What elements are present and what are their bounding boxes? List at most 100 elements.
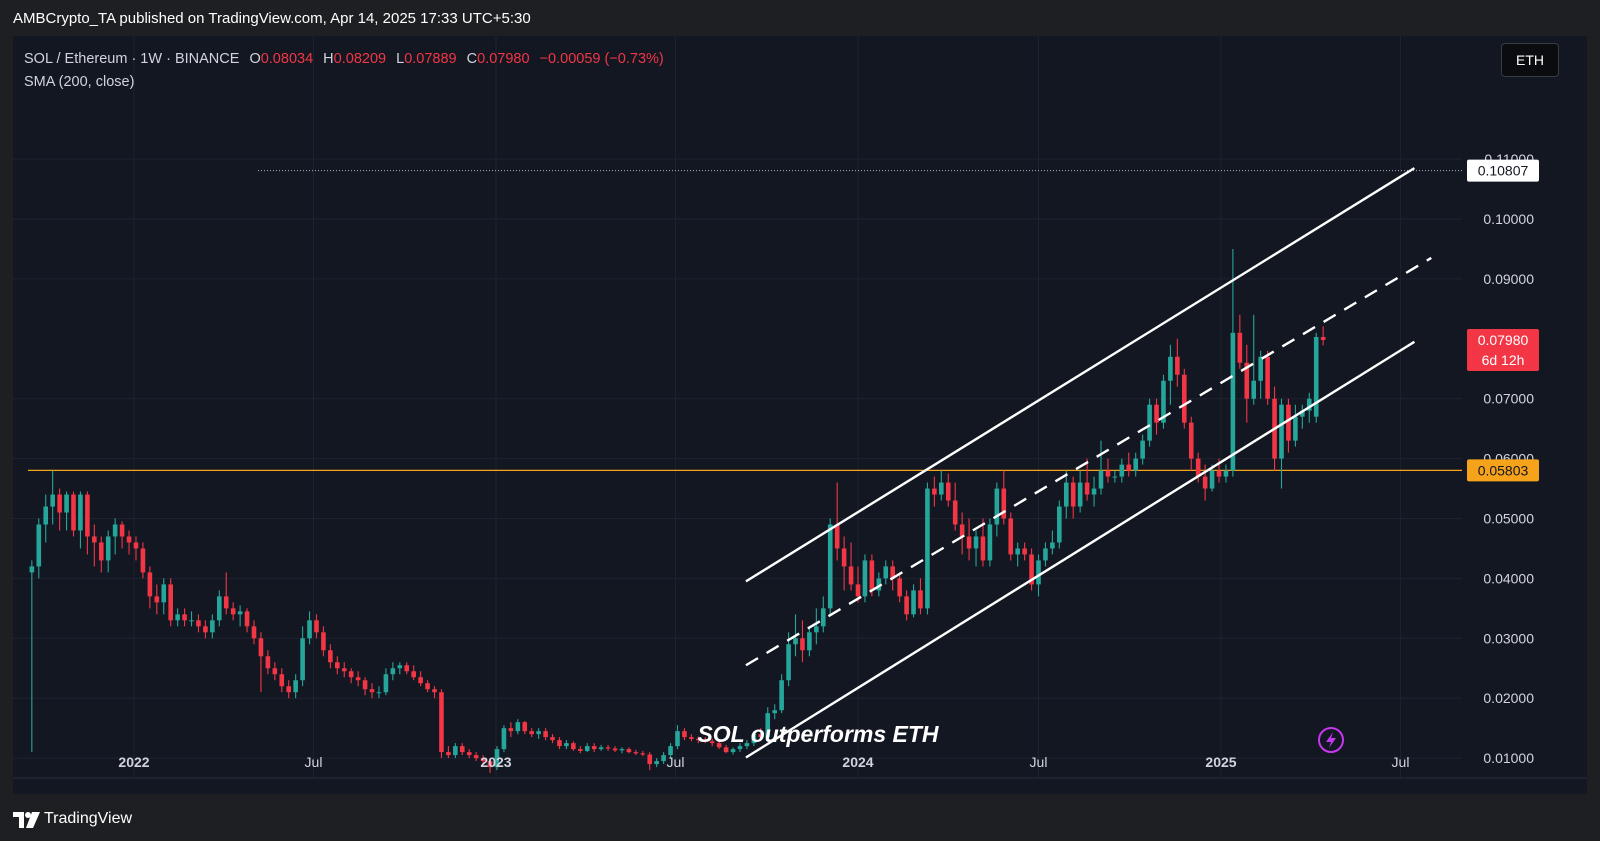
candle-body (1251, 380, 1257, 399)
candle-body (1105, 470, 1111, 477)
candle-body (571, 743, 576, 750)
candle (453, 743, 458, 759)
open-value: 0.08034 (260, 51, 314, 67)
candle (730, 747, 736, 755)
candle-body (446, 752, 451, 756)
candle-body (522, 722, 528, 732)
candle (814, 608, 819, 645)
candle-body (1202, 476, 1208, 489)
price-label-text: 0.10807 (1478, 163, 1529, 179)
candle-body (1063, 482, 1069, 507)
candle-body (855, 584, 861, 597)
candle-body (800, 638, 805, 651)
candle (258, 632, 264, 693)
candle-body (841, 548, 847, 567)
candle-body (133, 542, 139, 549)
candle (709, 738, 715, 747)
candle (1057, 500, 1062, 549)
candle (647, 752, 653, 771)
tradingview-logo-icon[interactable] (13, 812, 41, 828)
candle-body (237, 611, 243, 615)
candle (682, 728, 687, 741)
candle (98, 536, 104, 573)
y-tick-label: 0.03000 (1483, 630, 1534, 646)
candle (987, 518, 993, 567)
candle-body (92, 536, 97, 543)
candle (675, 725, 680, 750)
candle (251, 620, 257, 645)
candle (890, 560, 896, 591)
candle-body (154, 596, 160, 603)
candle (411, 665, 416, 681)
brand-name[interactable]: TradingView (44, 810, 133, 827)
candle (168, 578, 173, 627)
candle (994, 482, 1000, 537)
candle-body (709, 741, 715, 744)
candle (1286, 398, 1291, 453)
candle (702, 737, 708, 744)
candle (439, 689, 444, 759)
candle-body (619, 749, 625, 751)
currency-button[interactable]: ETH (1501, 43, 1559, 77)
candle-body (744, 743, 750, 747)
candle (341, 662, 347, 678)
candle (1251, 314, 1257, 405)
indicator-sma[interactable]: SMA (200, close) (24, 74, 135, 90)
candle (1175, 338, 1180, 387)
close-value: 0.07980 (477, 51, 530, 67)
candle (140, 542, 146, 579)
candle (480, 755, 486, 765)
candle (696, 736, 701, 744)
candle (862, 554, 868, 603)
candle (959, 512, 965, 555)
candle (1320, 326, 1326, 346)
candle (314, 614, 319, 639)
candle-body (279, 674, 285, 687)
candle (210, 614, 215, 639)
candle (418, 671, 423, 687)
candle (834, 482, 840, 561)
candle-body (973, 536, 979, 549)
candle (1008, 512, 1014, 561)
candle-body (418, 677, 423, 684)
candle-body (820, 608, 826, 627)
candle (1223, 464, 1229, 483)
candle-body (355, 677, 361, 681)
symbol-title[interactable]: SOL / Ethereum · 1W · BINANCE (24, 51, 240, 67)
candle (203, 620, 208, 639)
candle (980, 518, 986, 567)
candle-body (64, 494, 69, 513)
candle-body (515, 722, 521, 732)
candle (952, 482, 958, 531)
price-labels: 0.10807 0.07980 6d 12h 0.05803 (1467, 159, 1539, 482)
price-label-box (1467, 328, 1539, 371)
price-chart[interactable]: 0.010000.020000.030000.040000.050000.060… (0, 0, 1600, 800)
candle-body (980, 536, 986, 561)
candle-body (550, 737, 555, 741)
candle-body (904, 596, 909, 615)
candle-body (272, 668, 278, 675)
candle (362, 677, 368, 696)
candle (376, 686, 382, 699)
candle (619, 747, 625, 754)
candle-body (1154, 404, 1159, 423)
candle-body (578, 749, 583, 751)
candle (501, 725, 507, 753)
candle-body (633, 752, 639, 754)
candle-body (591, 746, 597, 750)
candle (1119, 458, 1125, 483)
candle-body (814, 626, 819, 633)
lightning-icon[interactable] (1318, 727, 1344, 753)
candle-body (675, 731, 680, 747)
candle (1147, 398, 1152, 447)
candle-body (1022, 548, 1027, 555)
candle (29, 560, 35, 753)
candle-body (321, 632, 326, 651)
candle-body (335, 662, 340, 669)
chart-panel (13, 36, 1587, 794)
candle-body (869, 560, 875, 591)
candle-body (716, 743, 722, 748)
candle-body (244, 611, 250, 627)
candle (321, 626, 326, 657)
candle (591, 743, 597, 753)
